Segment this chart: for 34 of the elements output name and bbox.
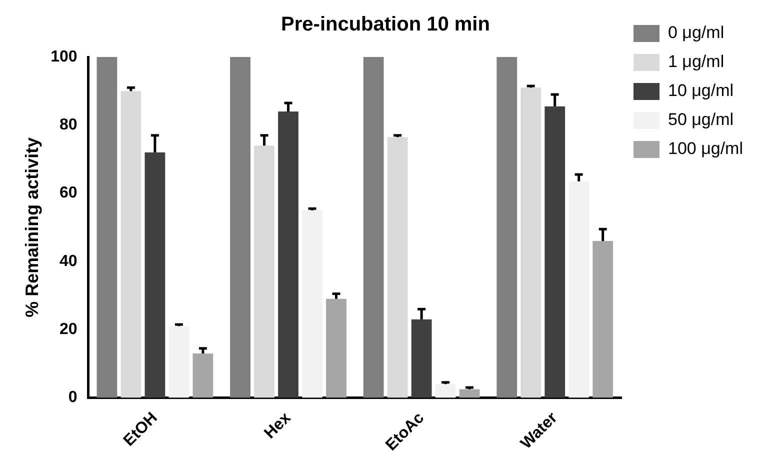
bar xyxy=(592,241,614,398)
bar xyxy=(302,210,322,398)
bar xyxy=(435,384,456,398)
legend-label: 100 μg/ml xyxy=(668,139,743,158)
bar xyxy=(387,137,408,398)
bar xyxy=(192,353,214,398)
bar xyxy=(230,57,250,398)
bar xyxy=(520,88,542,398)
bar xyxy=(120,91,142,398)
bar xyxy=(459,389,480,398)
y-tick-label: 40 xyxy=(60,252,78,270)
chart-title: Pre-incubation 10 min xyxy=(281,14,490,36)
bar xyxy=(144,152,166,398)
legend-label: 0 μg/ml xyxy=(668,23,724,42)
y-tick-label: 0 xyxy=(68,389,78,406)
legend-label: 50 μg/ml xyxy=(668,110,734,130)
bar xyxy=(544,106,566,398)
bar xyxy=(496,57,518,398)
y-axis-title: % Remaining activity xyxy=(22,137,42,318)
bar xyxy=(568,181,590,398)
y-tick-label: 20 xyxy=(60,320,78,338)
bar xyxy=(411,319,432,398)
bar xyxy=(363,57,384,398)
x-tick-label: Hex xyxy=(261,409,294,442)
bar xyxy=(168,326,190,398)
legend-label: 10 μg/ml xyxy=(668,81,734,100)
bar xyxy=(278,112,298,398)
bar xyxy=(326,298,346,398)
bar xyxy=(96,57,118,398)
bar xyxy=(254,146,274,398)
y-tick-label: 80 xyxy=(60,116,78,134)
y-tick-label: 60 xyxy=(60,184,78,202)
legend-label: 1 μg/ml xyxy=(668,52,724,72)
y-tick-label: 100 xyxy=(50,48,78,66)
